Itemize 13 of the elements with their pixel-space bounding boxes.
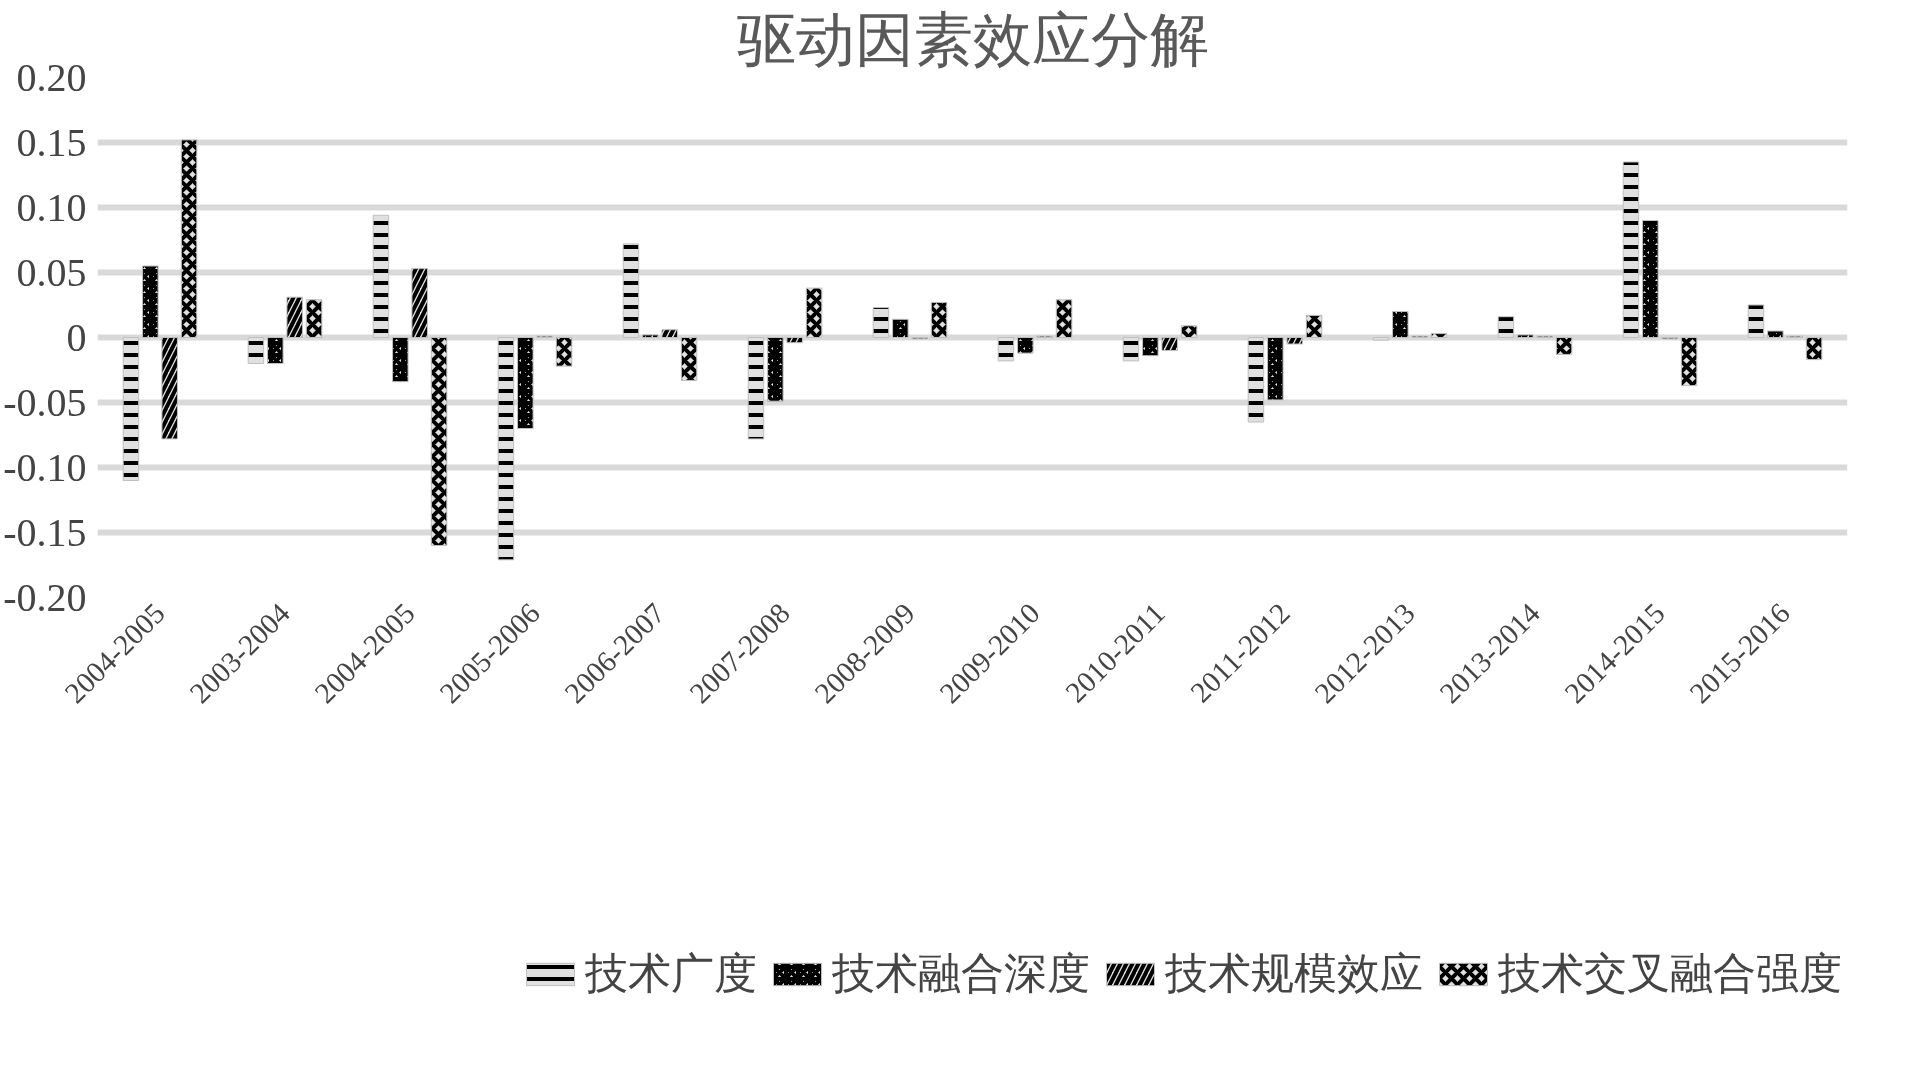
y-tick-label: 0.10 bbox=[16, 184, 87, 230]
legend-label: 技术交叉融合强度 bbox=[1498, 949, 1842, 999]
y-tick-label: 0.05 bbox=[16, 249, 87, 295]
legend-label: 技术广度 bbox=[585, 949, 757, 999]
y-tick-label: 0.20 bbox=[16, 54, 87, 100]
legend-label: 技术融合深度 bbox=[832, 949, 1090, 999]
chart-title: 驱动因素效应分解 bbox=[736, 7, 1209, 73]
y-tick-label: -0.15 bbox=[3, 509, 87, 555]
y-tick-label: -0.05 bbox=[3, 379, 87, 425]
legend-label: 技术规模效应 bbox=[1165, 949, 1423, 999]
y-tick-label: -0.10 bbox=[3, 444, 87, 490]
y-tick-label: 0.15 bbox=[16, 119, 87, 165]
y-tick-label: 0 bbox=[66, 314, 87, 360]
